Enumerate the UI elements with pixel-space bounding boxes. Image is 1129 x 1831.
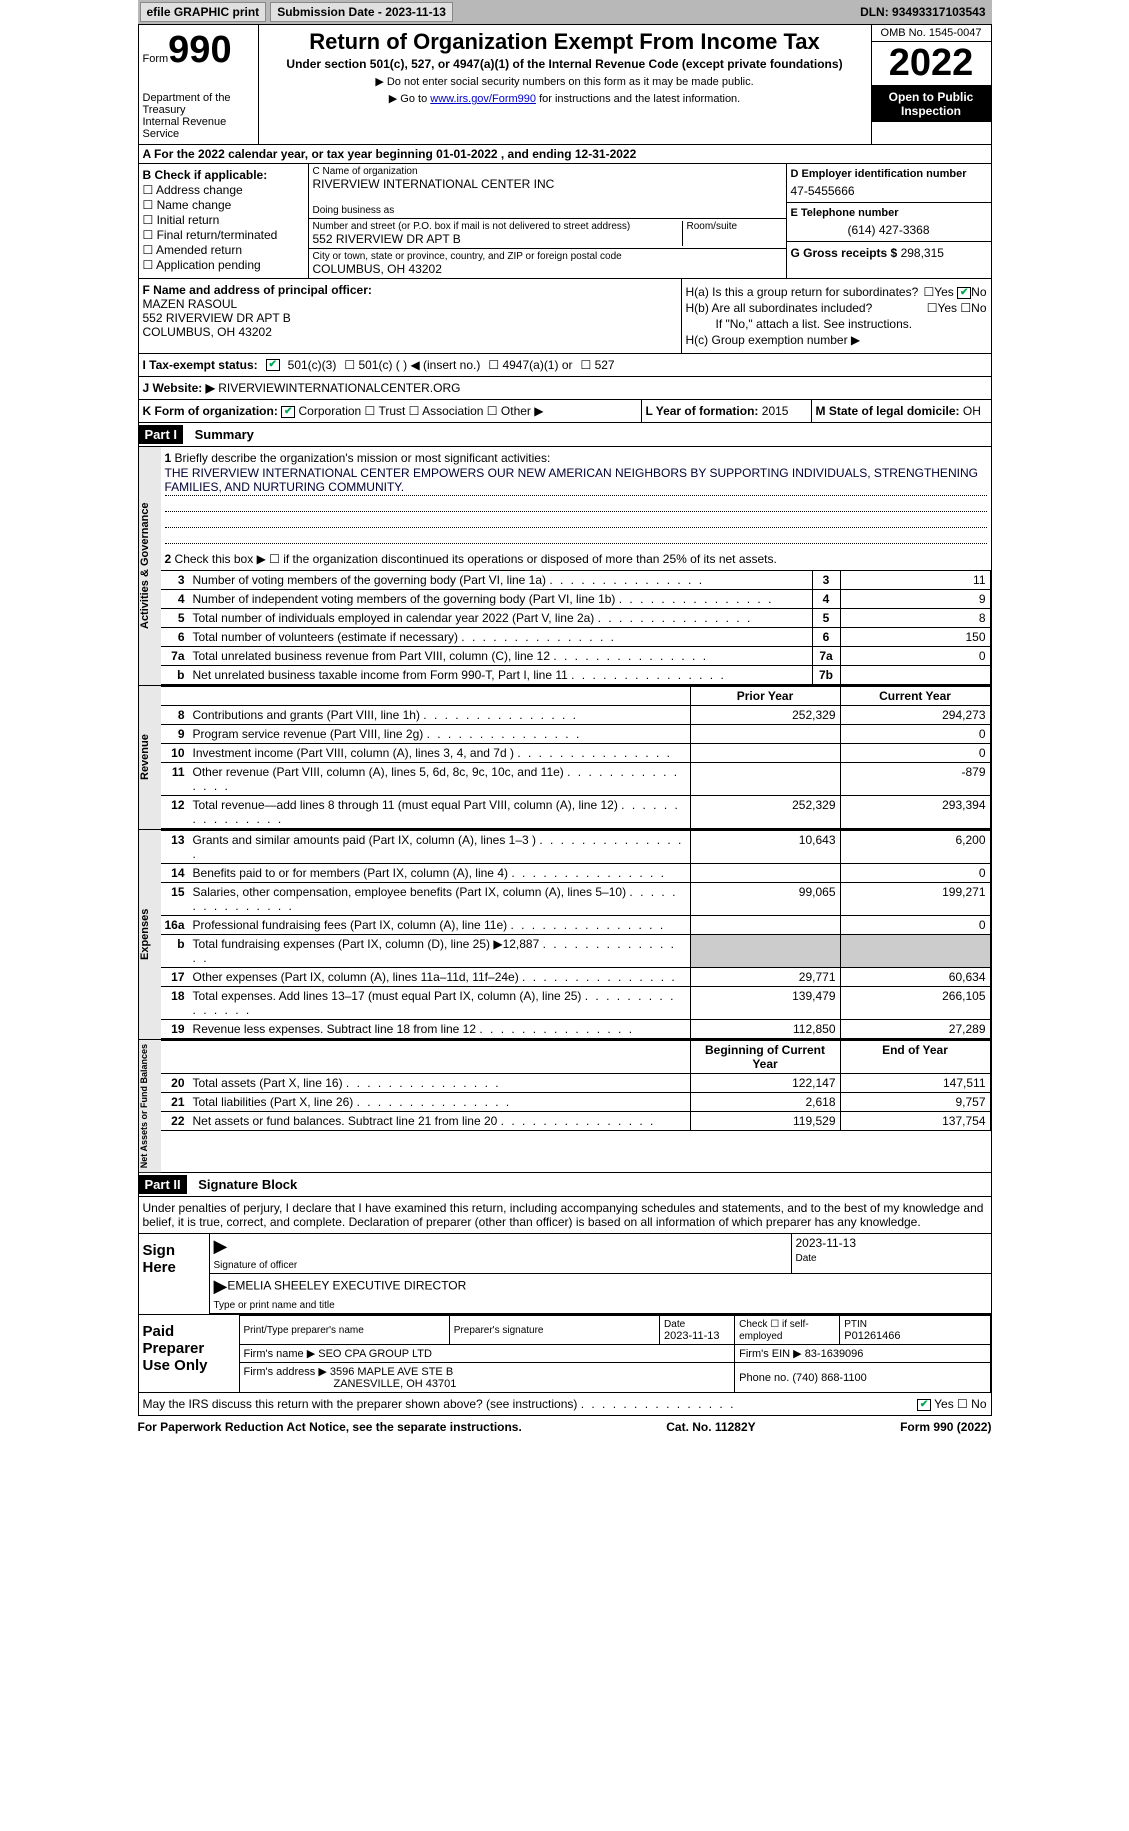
page-footer: For Paperwork Reduction Act Notice, see … — [138, 1416, 992, 1438]
row-l: L Year of formation: 2015 — [641, 400, 811, 422]
governance-table: 3Number of voting members of the governi… — [161, 570, 991, 685]
firm-ein: 83-1639096 — [805, 1348, 864, 1360]
row-k: K Form of organization: Corporation ☐ Tr… — [139, 400, 641, 422]
org-city: COLUMBUS, OH 43202 — [313, 262, 782, 276]
paid-preparer-label: Paid Preparer Use Only — [139, 1315, 239, 1392]
part2-header: Part II — [139, 1175, 187, 1194]
ha-no-check[interactable] — [957, 287, 971, 299]
side-revenue: Revenue — [139, 686, 161, 829]
efile-print-button[interactable]: efile GRAPHIC print — [140, 2, 267, 22]
mission-text: THE RIVERVIEW INTERNATIONAL CENTER EMPOW… — [165, 465, 987, 496]
discuss-yes[interactable] — [917, 1399, 931, 1411]
discuss-row: May the IRS discuss this return with the… — [138, 1393, 992, 1416]
check-app-pending[interactable]: ☐ Application pending — [143, 258, 304, 272]
section-h: H(a) Is this a group return for subordin… — [681, 279, 991, 353]
open-inspection: Open to Public Inspection — [872, 86, 991, 122]
tax-year: 2022 — [872, 42, 991, 86]
side-expenses: Expenses — [139, 830, 161, 1039]
check-501c3[interactable] — [266, 359, 280, 371]
note-goto: ▶ Go to www.irs.gov/Form990 for instruct… — [263, 92, 867, 105]
gross-receipts: 298,315 — [901, 246, 944, 260]
irs-label: Internal Revenue Service — [143, 116, 254, 140]
check-address-change[interactable]: ☐ Address change — [143, 183, 304, 197]
section-b: B Check if applicable: ☐ Address change … — [139, 164, 309, 278]
side-netassets: Net Assets or Fund Balances — [139, 1040, 161, 1172]
officer-name: MAZEN RASOUL — [143, 297, 677, 311]
omb-number: OMB No. 1545-0047 — [872, 25, 991, 42]
dln: DLN: 93493317103543 — [860, 5, 989, 19]
row-j: J Website: ▶ RIVERVIEWINTERNATIONALCENTE… — [138, 377, 992, 400]
firm-name: SEO CPA GROUP LTD — [318, 1348, 432, 1360]
org-name: RIVERVIEW INTERNATIONAL CENTER INC — [313, 177, 782, 191]
expenses-table: 13Grants and similar amounts paid (Part … — [161, 830, 991, 1039]
submission-date: Submission Date - 2023-11-13 — [270, 2, 453, 22]
row-i: I Tax-exempt status: 501(c)(3) ☐ 501(c) … — [138, 354, 992, 377]
arrow-icon: ▶ — [214, 1236, 228, 1256]
note-ssn: ▶ Do not enter social security numbers o… — [263, 75, 867, 88]
netassets-table: Beginning of Current YearEnd of Year 20T… — [161, 1040, 991, 1131]
top-bar: efile GRAPHIC print Submission Date - 20… — [138, 0, 992, 24]
row-a-tax-year: A For the 2022 calendar year, or tax yea… — [138, 145, 992, 164]
sig-date: 2023-11-13 — [796, 1236, 857, 1250]
officer-name-title: EMELIA SHEELEY EXECUTIVE DIRECTOR — [227, 1279, 466, 1293]
dept-treasury: Department of the Treasury — [143, 92, 254, 116]
irs-link[interactable]: www.irs.gov/Form990 — [430, 93, 536, 105]
firm-addr: 3596 MAPLE AVE STE B — [330, 1366, 453, 1378]
section-f: F Name and address of principal officer:… — [139, 279, 681, 353]
ein: 47-5455666 — [791, 184, 987, 198]
website: RIVERVIEWINTERNATIONALCENTER.ORG — [218, 381, 460, 395]
revenue-table: Prior YearCurrent Year 8Contributions an… — [161, 686, 991, 829]
row-m: M State of legal domicile: OH — [811, 400, 991, 422]
sign-here-label: Sign Here — [139, 1234, 209, 1314]
section-c: C Name of organization RIVERVIEW INTERNA… — [309, 164, 786, 278]
org-address: 552 RIVERVIEW DR APT B — [313, 232, 682, 246]
form-header: Form990 Department of the Treasury Inter… — [138, 24, 992, 145]
form-number: Form990 — [143, 29, 254, 72]
check-final-return[interactable]: ☐ Final return/terminated — [143, 228, 304, 242]
penalties-text: Under penalties of perjury, I declare th… — [139, 1197, 991, 1234]
firm-phone: (740) 868-1100 — [792, 1372, 866, 1384]
form-subtitle: Under section 501(c), 527, or 4947(a)(1)… — [263, 57, 867, 71]
side-governance: Activities & Governance — [139, 447, 161, 685]
part1-header: Part I — [139, 425, 184, 444]
check-amended[interactable]: ☐ Amended return — [143, 243, 304, 257]
ptin: P01261466 — [844, 1330, 900, 1342]
part1-title: Summary — [187, 423, 262, 446]
check-corp[interactable] — [281, 406, 295, 418]
check-initial-return[interactable]: ☐ Initial return — [143, 213, 304, 227]
part2-title: Signature Block — [190, 1173, 305, 1196]
preparer-table: Print/Type preparer's name Preparer's si… — [239, 1315, 991, 1392]
check-name-change[interactable]: ☐ Name change — [143, 198, 304, 212]
section-d: D Employer identification number 47-5455… — [786, 164, 991, 278]
form-title: Return of Organization Exempt From Incom… — [263, 29, 867, 55]
phone: (614) 427-3368 — [791, 223, 987, 237]
